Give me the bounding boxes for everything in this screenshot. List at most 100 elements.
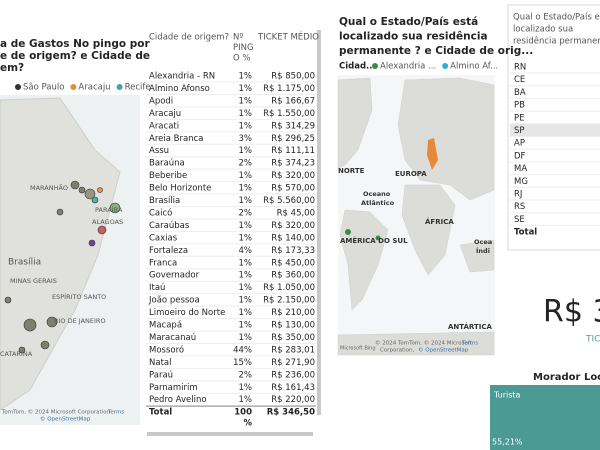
slicer-item: RJ: [514, 190, 522, 200]
table-cell: 15%: [233, 358, 252, 368]
table-cell: R$ 5.560,00: [263, 196, 315, 206]
table-cell: Aracaju: [149, 109, 181, 119]
map-marker: [345, 229, 351, 235]
visual-title: a de Gastos No pingo por: [0, 38, 150, 50]
map-attribution: Terms: [461, 341, 478, 347]
table-cell: Caraúbas: [149, 221, 190, 231]
map-attribution: Corporation,: [380, 348, 414, 354]
table-cell: R$ 2.150,00: [263, 296, 315, 306]
slicer-selected: [510, 124, 600, 136]
column-header: PING: [233, 43, 254, 53]
table-cell: Parnamirim: [149, 383, 198, 393]
slicer-item: MA: [514, 164, 527, 174]
slicer-item: DF: [514, 151, 526, 161]
table-cell: Governador: [149, 271, 200, 281]
table-total: Total: [149, 408, 172, 418]
table-total: 100: [234, 408, 252, 418]
table-cell: Baraúna: [149, 159, 185, 169]
slicer-item: AP: [514, 139, 525, 149]
table-cell: Pedro Avelino: [149, 395, 207, 405]
map-label: RIO DE JANEIRO: [54, 317, 106, 325]
map-label: AMÉRICA DO SUL: [340, 236, 408, 245]
map-label: Ocea: [474, 238, 492, 246]
scrollbar[interactable]: [317, 30, 321, 415]
map-land: [0, 97, 121, 411]
table-cell: 1%: [239, 146, 253, 156]
table-cell: Aracati: [149, 121, 179, 131]
column-header: TICKET MÉDIO: [257, 31, 319, 43]
table-cell: R$ 140,00: [271, 233, 315, 243]
map-bubbles: [4, 180, 121, 354]
table-cell: Belo Horizonte: [149, 184, 211, 194]
slicer-item: BA: [514, 88, 526, 98]
table-cell: R$ 296,25: [271, 134, 315, 144]
map-label: MARANHÃO: [30, 183, 68, 192]
map-label: MINAS GERAIS: [10, 277, 57, 285]
legend-marker: [116, 84, 123, 90]
legend-label: Alexandria ...: [380, 62, 436, 72]
legend-marker: [372, 63, 378, 69]
table-background: [146, 28, 321, 438]
map-label: ÁFRICA: [425, 217, 454, 226]
table-cell: R$ 45,00: [277, 208, 315, 218]
map-highlight: [427, 138, 438, 170]
table-cell: 1%: [239, 109, 253, 119]
visual-title: Qual o Estado/País está: [339, 16, 478, 28]
table-cell: Macapá: [149, 321, 182, 331]
legend-marker: [15, 84, 21, 90]
scrollbar[interactable]: [147, 432, 313, 436]
table-cell: R$ 320,00: [271, 171, 315, 181]
table-cell: Paraú: [149, 370, 173, 380]
table-cell: R$ 314,29: [271, 121, 315, 131]
table-cell: R$ 450,00: [271, 258, 315, 268]
table-cell: Mossoró: [149, 344, 184, 355]
map-label: EUROPA: [395, 170, 427, 178]
table-cell: R$ 111,11: [271, 146, 315, 156]
treemap-segment[interactable]: [490, 385, 600, 450]
table-cell: R$ 360,00: [271, 271, 315, 281]
table-cell: R$ 210,00: [271, 308, 315, 318]
slicer-title: Qual o Estado/País está: [513, 13, 600, 23]
table-cell: Alexandria - RN: [149, 72, 215, 82]
visual-title: e de origem? e Cidade de: [0, 50, 150, 62]
table-cell: 3%: [239, 134, 253, 144]
map-label: Atlântico: [361, 199, 395, 207]
table-cell: 1%: [239, 121, 253, 131]
table-cell: 1%: [239, 296, 253, 306]
visual-title: em?: [0, 62, 24, 74]
slicer-item: MG: [514, 177, 528, 187]
table-cell: 1%: [239, 308, 253, 318]
table-cell: João pessoa: [148, 296, 200, 306]
table-total: %: [243, 419, 252, 429]
table-cell: R$ 161,43: [271, 383, 315, 393]
table-cell: Limoeiro do Norte: [149, 308, 225, 318]
table-cell: R$ 166,67: [271, 96, 315, 106]
map-attribution: TomTom, © 2024 Microsoft Corporation: [1, 409, 111, 416]
slicer-item: CE: [514, 75, 525, 85]
map-label: ALAGOAS: [92, 218, 123, 226]
map-attribution: Terms: [107, 410, 124, 416]
table-cell: 44%: [233, 345, 252, 355]
treemap-label: Turista: [493, 391, 521, 400]
slicer-item: PB: [514, 101, 525, 111]
map-attribution: © OpenStreetMap: [40, 416, 91, 423]
map-label: CATARINA: [0, 350, 33, 358]
table-cell: R$ 271,90: [271, 358, 315, 368]
slicer-item: SE: [514, 215, 525, 225]
table-cell: R$ 236,00: [271, 370, 315, 380]
table-cell: Maracanaú: [149, 333, 196, 343]
map-attribution: © OpenStreetMap: [418, 347, 469, 354]
table-cell: Franca: [149, 258, 177, 268]
table-cell: 1%: [239, 171, 253, 181]
table-cell: Caxias: [149, 233, 178, 243]
table-cell: 1%: [239, 84, 253, 94]
table-cell: R$ 570,00: [271, 184, 315, 194]
table-cell: R$ 374,23: [271, 159, 315, 169]
slicer-item: RN: [514, 63, 526, 73]
map-label: ESPÍRITO SANTO: [52, 292, 106, 301]
table-cell: 1%: [239, 96, 253, 106]
treemap-value: 55,21%: [492, 438, 523, 447]
table-cell: 1%: [239, 72, 253, 82]
map-label: Índi: [476, 246, 490, 255]
